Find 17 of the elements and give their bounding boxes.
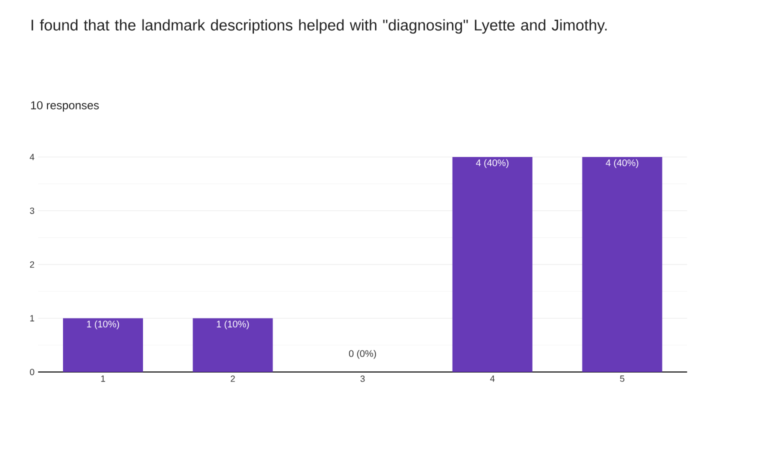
y-tick-label: 4 <box>30 154 34 160</box>
chart-title: I found that the landmark descriptions helped with "diagnosing" Lyette and Jimothy. <box>32 19 607 34</box>
data-label: 4 (40%) <box>606 159 638 168</box>
data-label: 1 (10%) <box>216 320 249 330</box>
data-label: 4 (40%) <box>476 159 508 168</box>
x-tick-label: 5 <box>620 376 624 382</box>
y-tick-label: 2 <box>30 261 34 268</box>
data-label: 1 (10%) <box>87 320 120 330</box>
y-tick-label: 3 <box>30 208 34 214</box>
x-tick-label: 4 <box>490 376 495 382</box>
x-tick-label: 1 <box>101 376 106 382</box>
y-tick-label: 1 <box>30 315 34 322</box>
x-tick-label: 2 <box>230 376 235 382</box>
y-tick-label: 0 <box>30 368 34 376</box>
data-label: 0 (0%) <box>348 350 376 359</box>
chart-subtitle: 10 responses <box>31 101 99 112</box>
x-tick-label: 3 <box>360 376 365 382</box>
